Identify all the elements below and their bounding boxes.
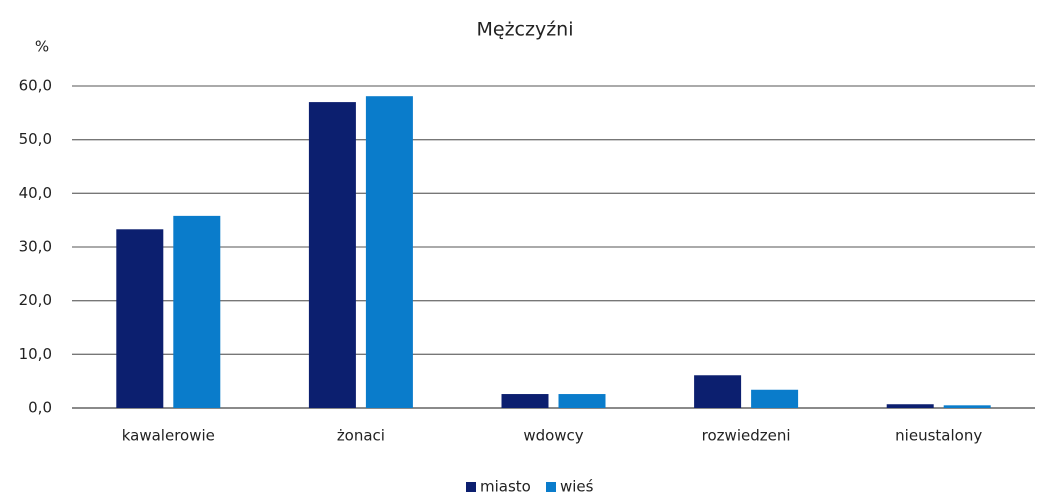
bar [116,229,164,408]
y-tick-label: 50,0 [19,130,52,148]
y-tick-label: 20,0 [19,291,52,309]
bar [365,96,413,409]
legend-label: miasto [480,478,531,495]
legend-swatch [466,482,476,492]
bar [886,404,934,408]
x-tick-label: kawalerowie [122,427,215,445]
bar [501,394,549,408]
y-tick-label: 30,0 [19,238,52,256]
x-tick-label: żonaci [337,427,385,445]
chart-title: Mężczyźni [476,19,573,41]
y-tick-label: 40,0 [19,184,52,202]
bar [308,102,356,408]
x-tick-label: rozwiedzeni [702,427,791,445]
legend-swatch [546,482,556,492]
y-tick-label: 60,0 [19,77,52,95]
bar [173,215,221,408]
x-tick-label: wdowcy [523,427,583,445]
bar [751,389,799,408]
y-tick-label: 0,0 [28,399,52,417]
bar [558,394,606,408]
bar [943,405,991,408]
y-axis-label: % [35,38,49,56]
bar [694,375,742,408]
x-tick-label: nieustalony [895,427,982,445]
y-tick-label: 10,0 [19,345,52,363]
legend-label: wieś [560,478,594,495]
